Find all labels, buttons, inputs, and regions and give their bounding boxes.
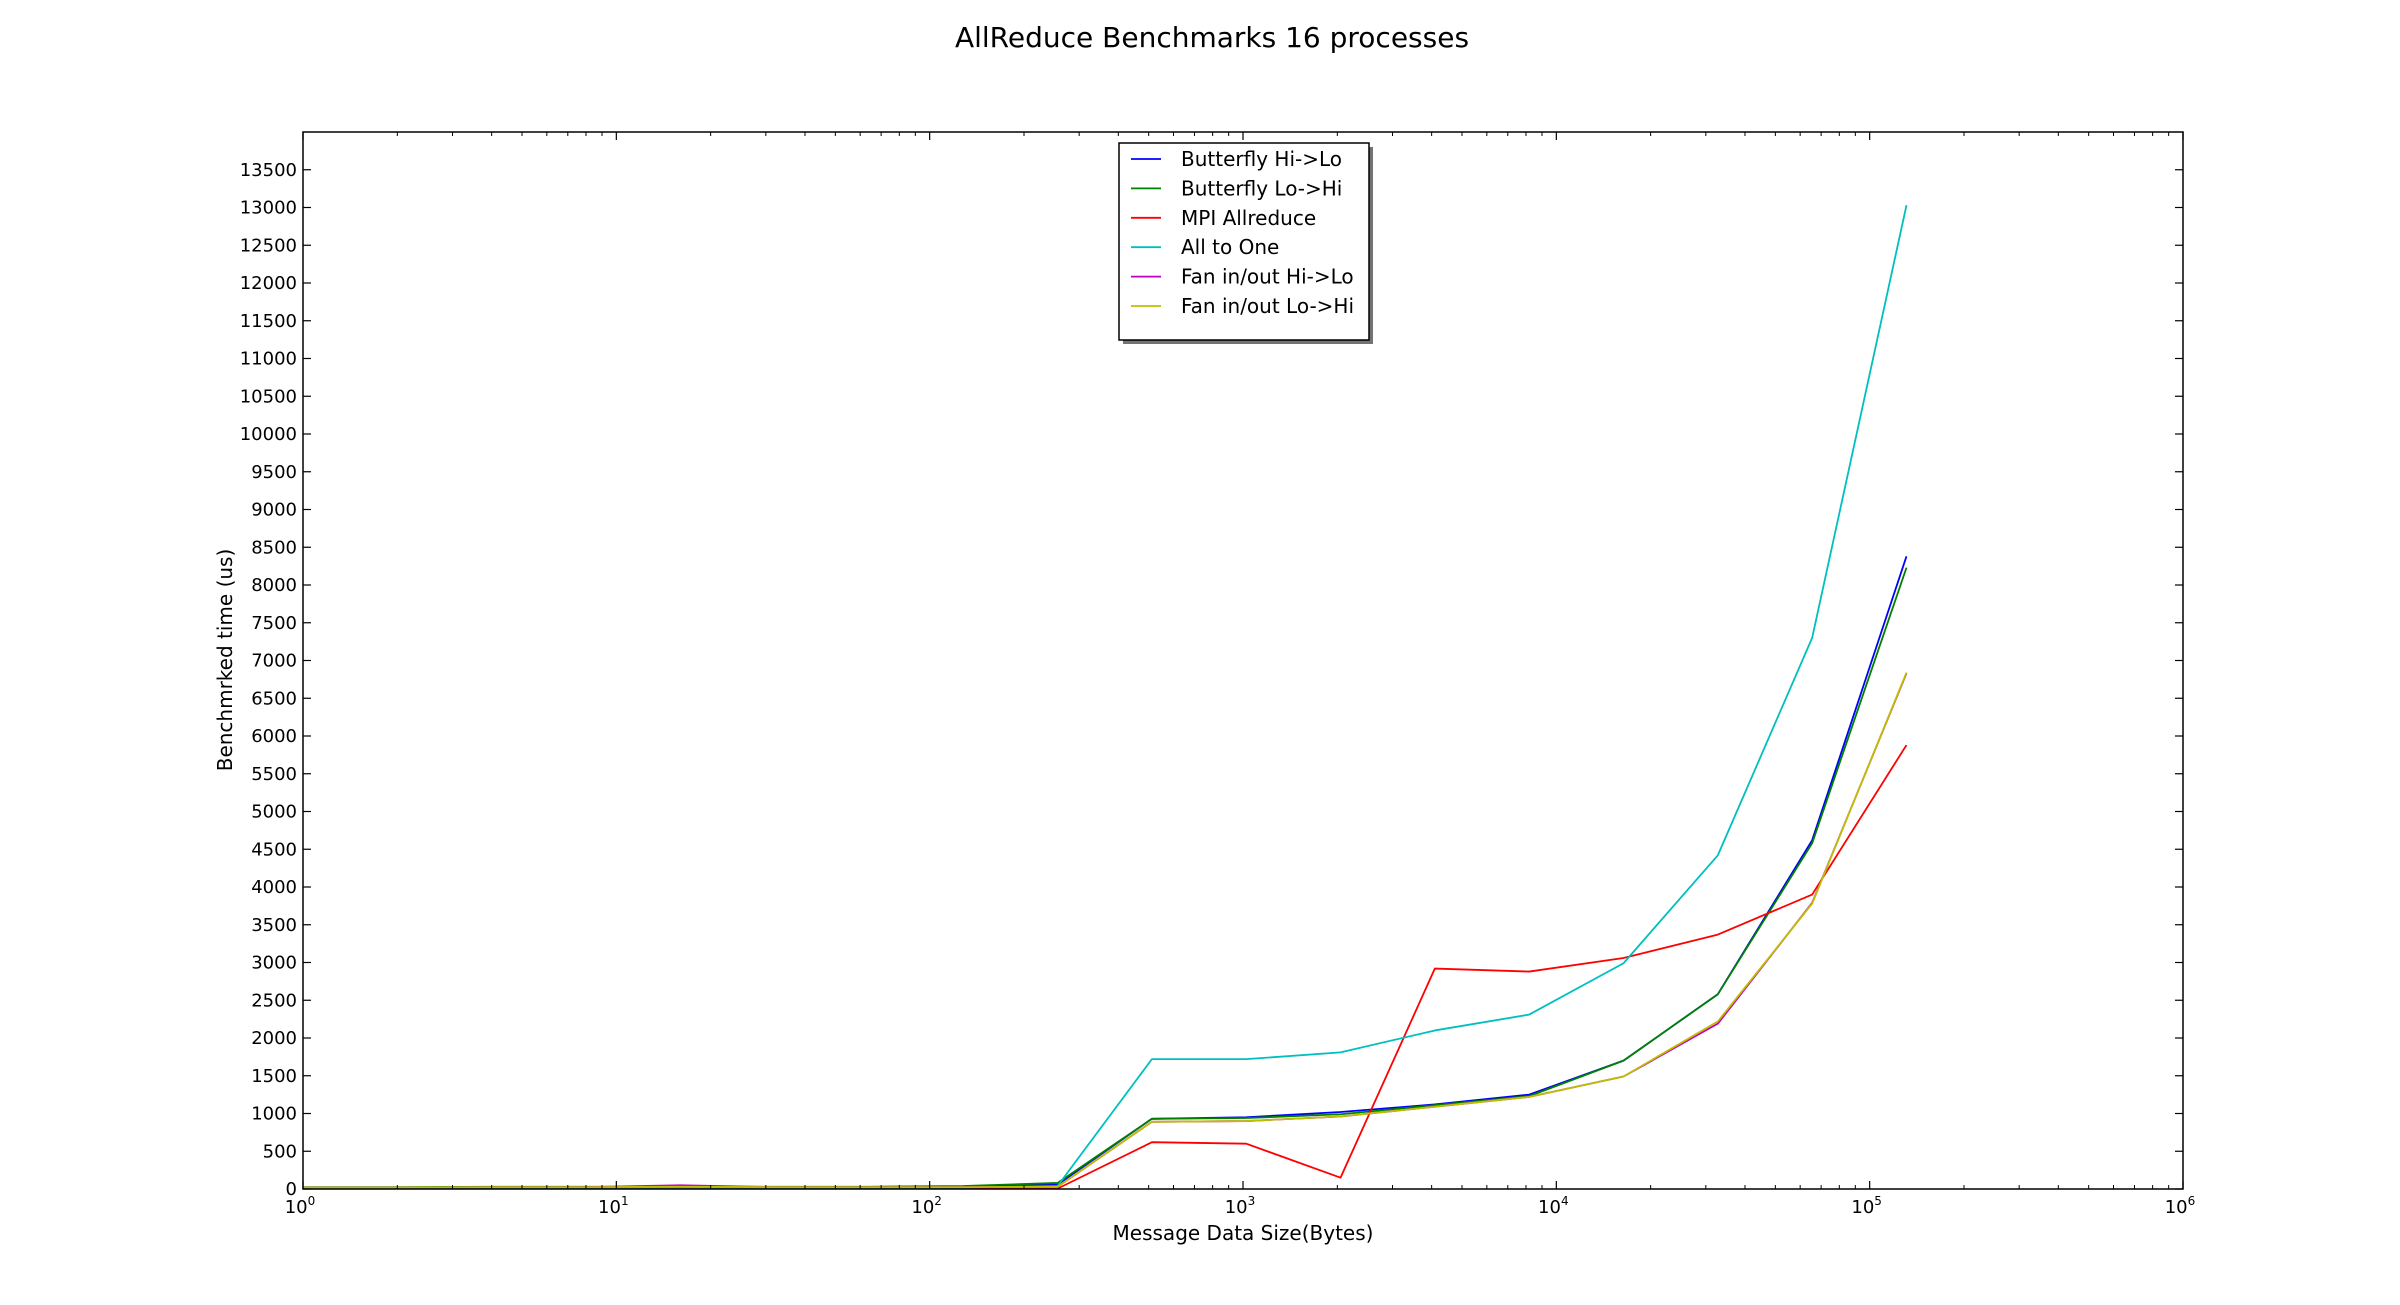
legend-label: Butterfly Hi->Lo [1181, 147, 1342, 171]
y-tick-label: 4500 [251, 839, 297, 860]
y-tick-label: 6500 [251, 688, 297, 709]
y-axis-label: Benchmrked time (us) [213, 549, 237, 772]
y-tick-label: 11500 [240, 311, 297, 332]
x-axis: 100 101 102 103 104 105 106 [285, 132, 2196, 1218]
series-line-5 [303, 672, 1908, 1189]
y-tick-label: 4000 [251, 877, 297, 898]
x-tick-label: 105 [1851, 1194, 1882, 1218]
y-tick-label: 7500 [251, 613, 297, 634]
x-tick-label: 102 [911, 1194, 942, 1218]
y-tick-label: 8500 [251, 537, 297, 558]
x-tick-label: 100 [285, 1194, 316, 1218]
y-tick-label: 12500 [240, 235, 297, 256]
y-tick-label: 0 [286, 1179, 297, 1200]
legend-box [1118, 142, 1370, 341]
y-tick-label: 6000 [251, 726, 297, 747]
y-tick-label: 9000 [251, 500, 297, 521]
legend-label: Butterfly Lo->Hi [1181, 176, 1342, 200]
y-tick-label: 8000 [251, 575, 297, 596]
y-axis: 0 500 1000 1500 2000 2500 3000 3500 4000 4500 5000… [240, 160, 2183, 1200]
y-tick-label: 1500 [251, 1066, 297, 1087]
legend-label: All to One [1181, 235, 1279, 259]
y-tick-label: 1000 [251, 1104, 297, 1125]
y-tick-label: 3500 [251, 915, 297, 936]
chart-title: AllReduce Benchmarks 16 processes [955, 21, 1469, 54]
y-tick-label: 9500 [251, 462, 297, 483]
y-tick-label: 13000 [240, 198, 297, 219]
x-tick-label: 106 [2165, 1194, 2196, 1218]
legend-label: Fan in/out Lo->Hi [1181, 294, 1354, 318]
y-tick-label: 2500 [251, 990, 297, 1011]
y-tick-label: 5500 [251, 764, 297, 785]
y-tick-label: 12000 [240, 273, 297, 294]
y-tick-label: 10000 [240, 424, 297, 445]
x-tick-label: 104 [1538, 1194, 1569, 1218]
y-tick-label: 2000 [251, 1028, 297, 1049]
x-tick-label: 101 [598, 1194, 629, 1218]
y-tick-label: 11000 [240, 349, 297, 370]
y-tick-label: 5000 [251, 802, 297, 823]
y-tick-label: 13500 [240, 160, 297, 181]
y-tick-label: 500 [263, 1141, 297, 1162]
y-tick-label: 7000 [251, 651, 297, 672]
x-axis-label: Message Data Size(Bytes) [1113, 1221, 1374, 1245]
y-tick-label: 3000 [251, 953, 297, 974]
legend-label: MPI Allreduce [1181, 206, 1316, 230]
x-tick-label: 103 [1225, 1194, 1256, 1218]
legend: Butterfly Hi->Lo Butterfly Lo->Hi MPI Allr… [1118, 142, 1373, 344]
y-tick-label: 10500 [240, 386, 297, 407]
legend-label: Fan in/out Hi->Lo [1181, 265, 1354, 289]
